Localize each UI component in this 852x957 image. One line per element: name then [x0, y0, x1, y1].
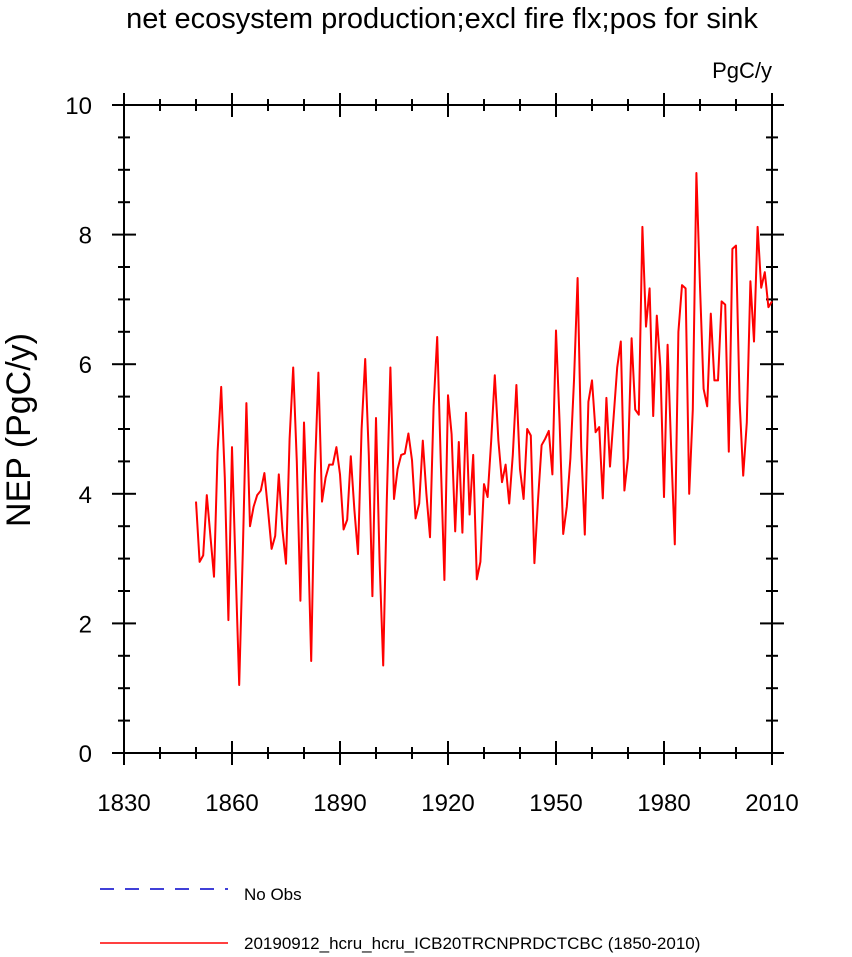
y-axis-title: NEP (PgC/y) — [0, 333, 38, 527]
y-tick-label: 2 — [79, 611, 92, 638]
units-label: PgC/y — [712, 58, 772, 83]
plot-area: 1830 1860 1890 1920 1950 1980 2010 0 2 4 6 8 10 — [65, 93, 799, 817]
tick-marks — [112, 93, 784, 765]
y-tick-label: 6 — [79, 352, 92, 379]
x-tick-label: 2010 — [745, 790, 798, 817]
y-tick-label: 10 — [65, 93, 92, 120]
legend-label-no-obs: No Obs — [244, 885, 302, 904]
y-tick-label: 8 — [79, 223, 92, 250]
x-tick-label: 1950 — [529, 790, 582, 817]
x-tick-label: 1860 — [205, 790, 258, 817]
y-tick-label: 0 — [79, 741, 92, 768]
series-line — [195, 172, 773, 686]
x-tick-label: 1890 — [313, 790, 366, 817]
x-tick-label: 1980 — [637, 790, 690, 817]
y-tick-label: 4 — [79, 482, 92, 509]
chart-title: net ecosystem production;excl fire flx;p… — [126, 3, 758, 35]
series-group — [195, 172, 773, 686]
legend-label-model: 20190912_hcru_hcru_ICB20TRCNPRDCTCBC (18… — [244, 934, 700, 953]
x-tick-label: 1830 — [97, 790, 150, 817]
x-tick-label: 1920 — [421, 790, 474, 817]
tick-labels: 1830 1860 1890 1920 1950 1980 2010 0 2 4 6 8 10 — [65, 93, 798, 817]
legend: No Obs 20190912_hcru_hcru_ICB20TRCNPRDCT… — [100, 885, 700, 953]
